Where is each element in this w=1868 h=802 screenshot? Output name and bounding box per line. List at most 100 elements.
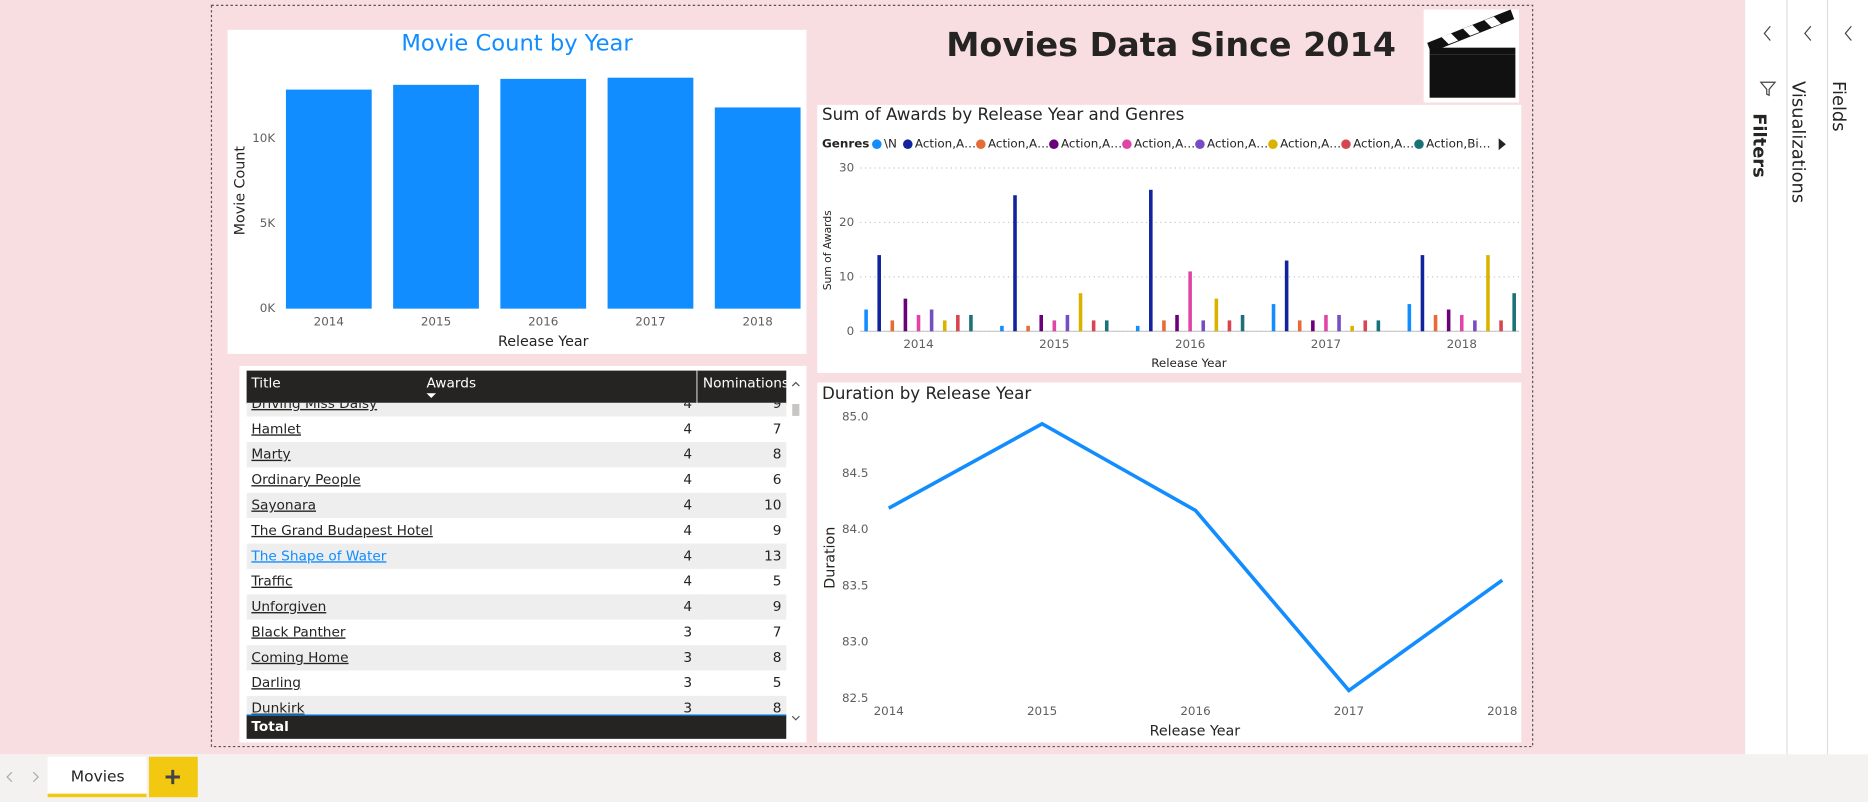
legend-marker[interactable] bbox=[1414, 139, 1424, 149]
bar bbox=[1091, 320, 1096, 332]
legend-marker[interactable] bbox=[1049, 139, 1059, 149]
table-row[interactable] bbox=[246, 543, 787, 569]
table-visual: Title Awards Nominations Driving Miss Da… bbox=[246, 370, 800, 739]
cell-awards: 4 bbox=[683, 523, 692, 539]
legend-marker[interactable] bbox=[1195, 139, 1205, 149]
cell-nominations: 8 bbox=[773, 447, 782, 463]
tab-bar bbox=[0, 754, 1785, 802]
bar bbox=[1201, 320, 1206, 332]
cell-title[interactable]: The Grand Budapest Hotel bbox=[250, 523, 432, 539]
visual-panel bbox=[817, 104, 1522, 373]
legend-entry[interactable]: Action,A… bbox=[1207, 137, 1268, 151]
column-header[interactable]: Title bbox=[250, 376, 280, 392]
table-row[interactable] bbox=[246, 467, 787, 493]
legend-marker[interactable] bbox=[1268, 139, 1278, 149]
cell-nominations: 13 bbox=[764, 548, 781, 564]
table-row[interactable] bbox=[246, 391, 787, 417]
legend-entry[interactable]: Action,Bi… bbox=[1426, 137, 1490, 151]
cell-awards: 3 bbox=[683, 701, 692, 717]
scroll-thumb[interactable] bbox=[792, 403, 800, 416]
bar bbox=[1376, 320, 1381, 332]
cell-title[interactable]: Dunkirk bbox=[251, 701, 304, 717]
cell-title[interactable]: Traffic bbox=[250, 574, 292, 590]
tab[interactable] bbox=[47, 756, 147, 798]
cell-awards: 4 bbox=[683, 447, 692, 463]
table-row[interactable] bbox=[246, 442, 787, 468]
bar bbox=[714, 107, 801, 309]
x-tick-label: 2015 bbox=[1039, 337, 1069, 351]
x-tick-label: 2018 bbox=[743, 314, 773, 328]
legend-entry[interactable]: Action,A… bbox=[915, 137, 976, 151]
tab-underline bbox=[47, 793, 147, 798]
visualizations-pane[interactable]: Visualizations bbox=[1788, 81, 1809, 203]
cell-nominations: 7 bbox=[773, 624, 782, 640]
bar bbox=[1284, 260, 1289, 332]
cell-nominations: 5 bbox=[773, 675, 782, 691]
legend-entry[interactable]: Action,A… bbox=[1134, 137, 1195, 151]
bar bbox=[1297, 320, 1302, 332]
legend-entry[interactable]: \N bbox=[884, 137, 897, 151]
cell-awards: 4 bbox=[683, 574, 692, 590]
table-row[interactable] bbox=[246, 645, 787, 671]
bar bbox=[1162, 320, 1166, 332]
fields-pane[interactable]: Fields bbox=[1828, 81, 1849, 132]
cell-nominations: 6 bbox=[773, 472, 782, 488]
cell-title[interactable]: Black Panther bbox=[251, 624, 346, 640]
cell-title[interactable]: Darling bbox=[251, 675, 301, 691]
x-tick-label: 2018 bbox=[1447, 337, 1477, 351]
cell-title[interactable]: Unforgiven bbox=[251, 599, 326, 615]
cell-title[interactable]: Driving Miss Daisy bbox=[251, 396, 377, 412]
legend-marker[interactable] bbox=[1341, 139, 1351, 149]
cell-title[interactable]: Hamlet bbox=[251, 421, 301, 437]
legend-entry[interactable]: Action,A… bbox=[1061, 137, 1122, 151]
legend-marker[interactable] bbox=[976, 139, 986, 149]
filters-pane[interactable]: Filters bbox=[1748, 113, 1769, 178]
y-tick-label: 84.0 bbox=[842, 522, 869, 536]
bar bbox=[1078, 293, 1083, 332]
y-axis-title: Duration bbox=[822, 527, 838, 589]
table-row[interactable] bbox=[246, 695, 787, 721]
table-row[interactable] bbox=[246, 619, 787, 646]
filter-icon bbox=[1759, 81, 1777, 97]
canvas-border bbox=[210, 4, 1534, 748]
cell-nominations: 10 bbox=[764, 498, 781, 514]
bar bbox=[607, 77, 694, 309]
y-tick-label: 0 bbox=[847, 324, 855, 338]
legend-entry[interactable]: Action,A… bbox=[1280, 137, 1341, 151]
column-header[interactable]: Awards bbox=[426, 376, 476, 392]
cell-title[interactable]: Marty bbox=[251, 447, 290, 463]
side-panes bbox=[1745, 0, 1868, 755]
cell-title[interactable]: Ordinary People bbox=[251, 472, 360, 488]
legend-scroll[interactable] bbox=[1498, 138, 1506, 151]
cell-awards: 4 bbox=[683, 472, 692, 488]
legend-entry[interactable]: Action,A… bbox=[988, 137, 1049, 151]
legend-marker[interactable] bbox=[872, 139, 882, 149]
table-row[interactable] bbox=[246, 568, 787, 595]
table-row[interactable] bbox=[246, 670, 787, 696]
legend-marker[interactable] bbox=[903, 139, 913, 149]
bar bbox=[1240, 314, 1245, 332]
table-row[interactable] bbox=[246, 416, 787, 443]
bar bbox=[903, 298, 908, 332]
column-header[interactable]: Nominations bbox=[703, 376, 789, 392]
total-label: Total bbox=[251, 719, 288, 735]
bar bbox=[393, 84, 479, 309]
cell-awards: 3 bbox=[683, 675, 692, 691]
tab-label[interactable]: Movies bbox=[71, 767, 125, 785]
legend-entry[interactable]: Action,A… bbox=[1353, 137, 1414, 151]
tab-scroll[interactable] bbox=[6, 771, 39, 783]
cell-title[interactable]: The Shape of Water bbox=[250, 548, 386, 564]
chart-title: Movie Count by Year bbox=[401, 31, 633, 57]
cell-title[interactable]: Sayonara bbox=[251, 498, 316, 514]
table-row[interactable] bbox=[246, 492, 787, 519]
table-row[interactable] bbox=[246, 518, 787, 544]
cell-title[interactable]: Coming Home bbox=[251, 650, 348, 666]
collapse-icons[interactable] bbox=[1763, 25, 1852, 41]
x-tick-label: 2017 bbox=[1311, 337, 1341, 351]
table-row[interactable] bbox=[246, 594, 787, 620]
scroll-arrows[interactable] bbox=[791, 381, 800, 721]
legend-marker[interactable] bbox=[1122, 139, 1132, 149]
x-tick-label: 2016 bbox=[1175, 337, 1205, 351]
bar bbox=[1350, 325, 1354, 332]
